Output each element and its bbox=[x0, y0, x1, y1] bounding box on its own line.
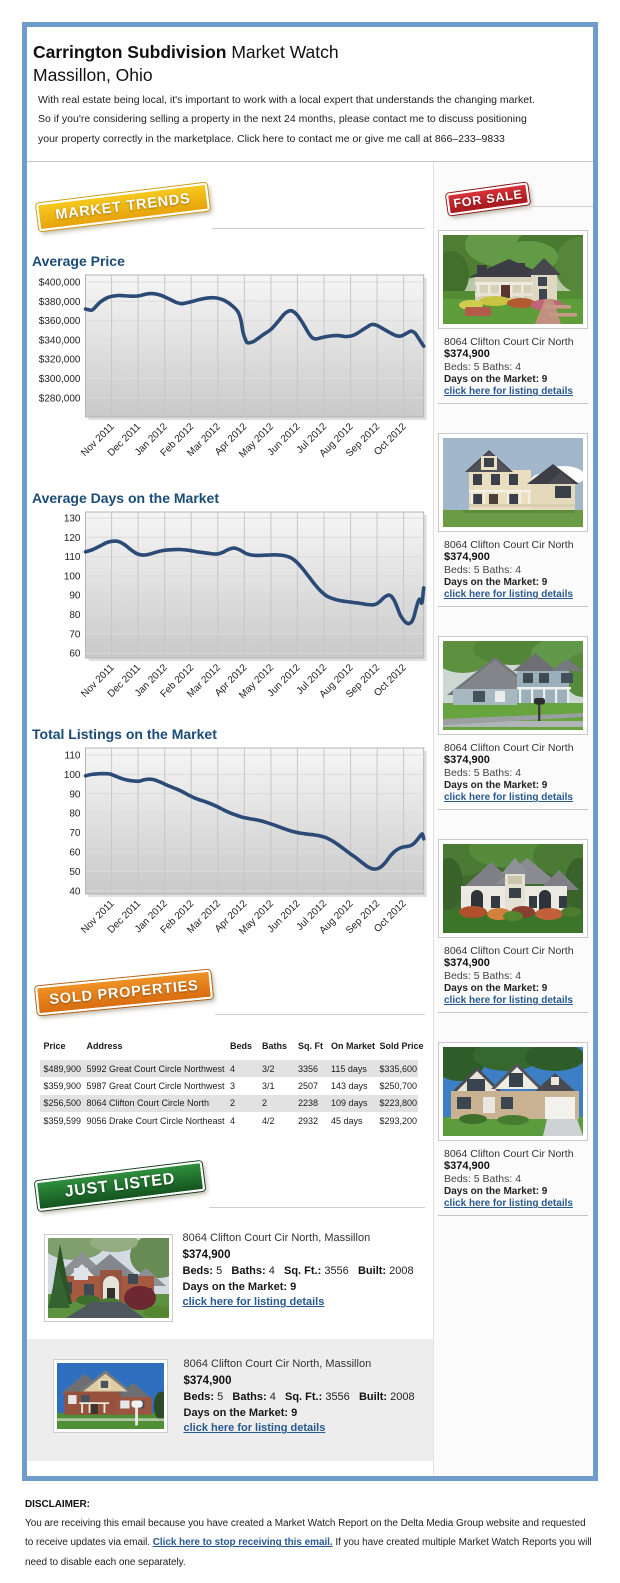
svg-text:100: 100 bbox=[64, 571, 81, 582]
svg-text:60: 60 bbox=[69, 649, 81, 660]
svg-text:100: 100 bbox=[64, 770, 81, 781]
svg-text:$300,000: $300,000 bbox=[39, 374, 81, 385]
svg-text:$340,000: $340,000 bbox=[39, 335, 81, 346]
svg-text:$360,000: $360,000 bbox=[39, 316, 81, 327]
svg-text:50: 50 bbox=[69, 867, 81, 878]
svg-text:$380,000: $380,000 bbox=[39, 297, 81, 308]
svg-text:110: 110 bbox=[65, 751, 81, 762]
svg-text:90: 90 bbox=[69, 789, 81, 800]
svg-text:90: 90 bbox=[69, 591, 81, 602]
svg-text:40: 40 bbox=[69, 886, 81, 897]
svg-text:70: 70 bbox=[69, 828, 81, 839]
svg-text:120: 120 bbox=[64, 533, 81, 544]
svg-text:$320,000: $320,000 bbox=[39, 355, 81, 366]
svg-text:80: 80 bbox=[69, 610, 81, 621]
svg-text:$400,000: $400,000 bbox=[39, 278, 81, 289]
svg-text:$280,000: $280,000 bbox=[39, 393, 81, 404]
svg-text:60: 60 bbox=[69, 848, 81, 859]
svg-text:130: 130 bbox=[64, 514, 81, 525]
svg-text:70: 70 bbox=[69, 629, 81, 640]
svg-text:80: 80 bbox=[69, 809, 81, 820]
svg-text:110: 110 bbox=[65, 552, 81, 563]
